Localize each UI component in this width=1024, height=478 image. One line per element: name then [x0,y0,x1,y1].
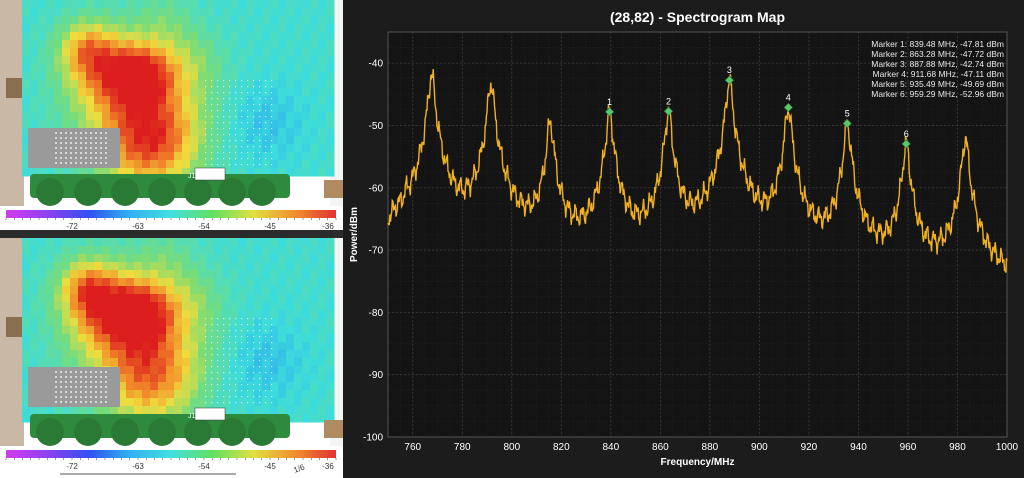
spectrogram-chart: 760 780 800 820 840 860 880 900 920 940 960 980 1000… [343,0,1024,478]
x-tick-label: 960 [900,442,917,453]
colorbar-extra-mark: 1/6 [292,462,306,474]
x-tick-label: 780 [454,442,471,453]
y-tick-label: -60 [369,183,384,194]
colorbar-bottom: -72 -63 -54 -45 -36 1/6 [0,446,343,478]
marker-point [604,107,615,117]
marker-readout: Marker 6: 959.29 MHz, -52.96 dBm [871,89,1004,99]
marker-id-label: 4 [786,92,791,102]
chart-title: (28,82) - Spectrogram Map [610,9,785,25]
marker-point [901,139,911,149]
marker-readout: Marker 2: 863.28 MHz, -47.72 dBm [871,49,1004,59]
x-tick-label: 760 [404,442,421,453]
heatmap-image: J1 [0,0,343,206]
marker-point [663,106,674,116]
x-tick-label: 840 [602,442,619,453]
marker-readout: Marker 4: 911.68 MHz, -47.11 dBm [873,69,1005,79]
colorbar-tick-label: -54 [198,222,210,230]
x-tick-label: 880 [702,442,719,453]
marker-point [842,118,852,129]
x-tick-label: 800 [503,442,520,453]
y-tick-label: -70 [369,246,384,257]
colorbar-tick-label: -72 [66,462,78,471]
x-tick-label: 980 [949,442,966,453]
y-tick-label: -100 [363,433,383,444]
spectrum-trace [387,69,1008,273]
marker-readout: Marker 1: 839.48 MHz, -47.81 dBm [871,39,1004,49]
y-axis-label: Power/dBm [349,207,360,262]
colorbar-top: -72 -63 -54 -45 -36 [0,206,343,230]
marker-id-label: 3 [727,65,732,75]
heatmap-top: J1 [0,0,343,206]
marker-id-label: 6 [904,129,909,139]
board-label: J1 [188,413,196,420]
x-tick-label: 1000 [996,442,1019,453]
marker-point [724,75,735,85]
y-tick-label: -50 [369,121,384,132]
marker-point [783,102,793,113]
y-tick-label: -80 [369,308,384,319]
spectrum-plot: 760 780 800 820 840 860 880 900 920 940 960 980 1000… [349,9,1019,468]
heatmap-image: J1 [0,238,343,446]
marker-id-label: 2 [666,96,671,106]
marker-id-label: 5 [845,109,850,119]
colorbar-tick-label: -54 [198,462,210,471]
plot-frame [387,31,1008,438]
colorbar-tick-label: -63 [132,462,144,471]
board-label: J1 [188,173,196,180]
marker-readout: Marker 3: 887.88 MHz, -42.74 dBm [871,59,1004,69]
colorbar-tick-label: -45 [264,222,276,230]
y-tick-label: -90 [369,370,384,381]
colorbar-tick-label: -63 [132,222,144,230]
x-tick-label: 920 [801,442,818,453]
marker-readout: Marker 5: 935.49 MHz, -49.69 dBm [871,79,1004,89]
panel-divider [0,230,343,238]
colorbar-tick-label: -36 [322,222,334,230]
heatmap-bottom: J1 [0,238,343,446]
x-tick-label: 940 [850,442,867,453]
y-tick-label: -40 [369,59,384,70]
colorbar-tick-label: -36 [322,462,334,471]
x-tick-label: 900 [751,442,768,453]
heatmap-panel: J1 -72 -63 -54 -45 -36 J1 -72 -63 -54 -45 -36 1/6 [0,0,343,478]
colorbar-tick-label: -45 [264,462,276,471]
x-tick-label: 820 [553,442,570,453]
marker-id-label: 1 [607,97,612,107]
x-axis-label: Frequency/MHz [661,457,735,468]
colorbar-tick-label: -72 [66,222,78,230]
x-tick-label: 860 [652,442,669,453]
